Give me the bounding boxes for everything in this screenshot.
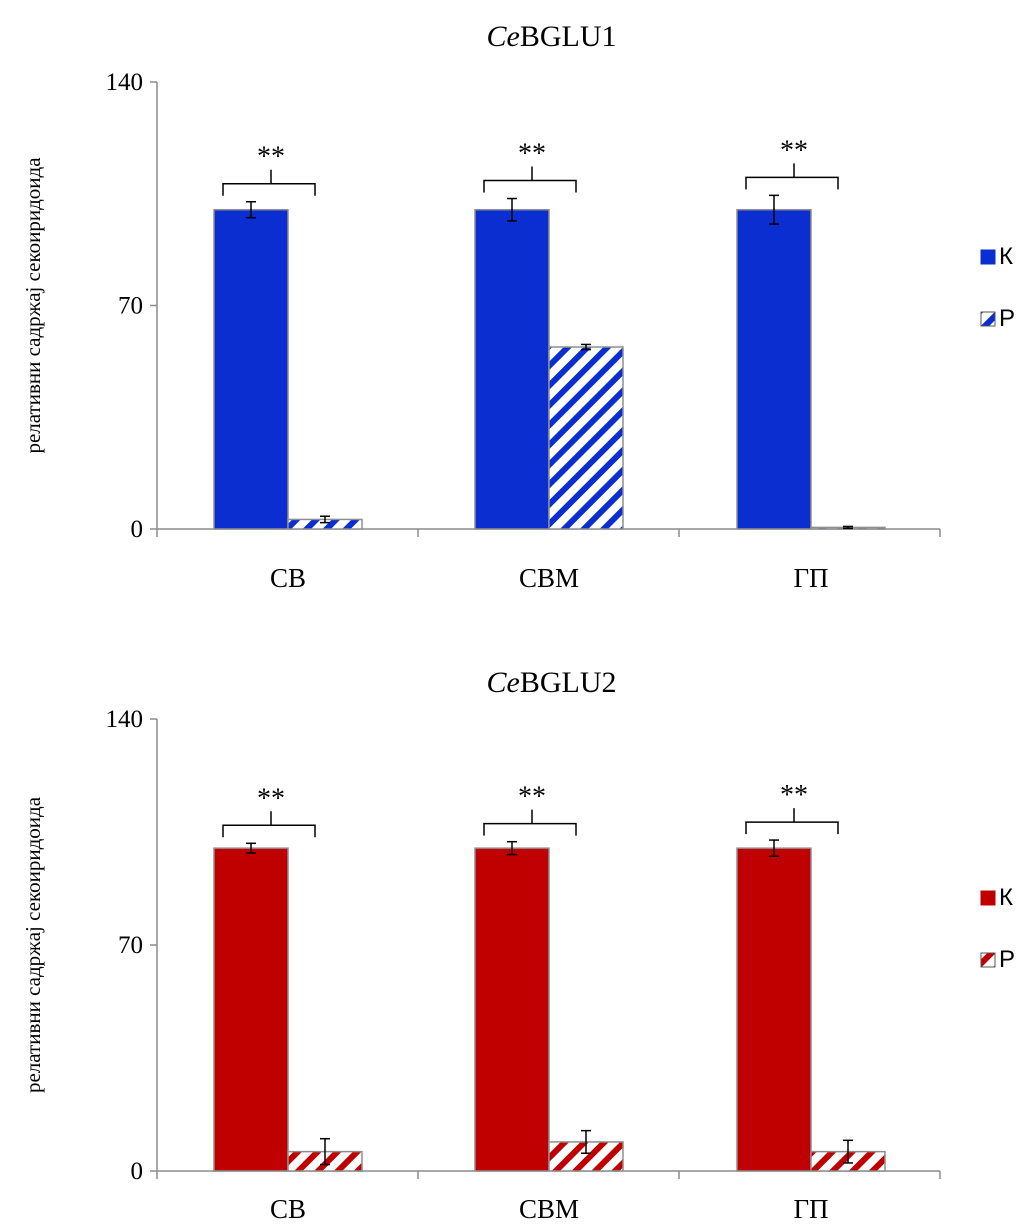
legend-label: К xyxy=(999,243,1013,270)
bar-k xyxy=(213,847,289,1172)
bar-p xyxy=(548,346,624,530)
chart-title: CeBGLU1 xyxy=(487,20,617,53)
y-tick-label: 0 xyxy=(131,1158,144,1185)
chart-title-text: BGLU2 xyxy=(520,666,617,699)
y-tick-label: 70 xyxy=(118,293,143,320)
y-tick-label: 140 xyxy=(106,706,144,733)
legend-swatch xyxy=(980,311,996,327)
legend-label: К xyxy=(999,884,1013,911)
x-category-label: ГП xyxy=(793,563,828,593)
bar-k xyxy=(213,208,289,530)
chart-title-italic: Ce xyxy=(487,20,520,53)
legend-label: Р xyxy=(999,946,1015,973)
significance-label: ** xyxy=(257,783,285,814)
significance-label: ** xyxy=(518,139,546,170)
y-axis-label: релативни садржај секоиридоида xyxy=(21,796,45,1093)
x-category-label: СВ xyxy=(270,563,306,593)
y-tick-label: 140 xyxy=(106,69,144,96)
significance-bracket xyxy=(483,166,577,193)
significance-bracket xyxy=(745,163,839,190)
bar-k xyxy=(736,208,812,530)
significance-label: ** xyxy=(257,142,285,173)
legend-swatch xyxy=(980,249,996,265)
x-category-label: СВМ xyxy=(519,563,579,593)
y-tick-label: 70 xyxy=(118,932,143,959)
x-category-label: СВ xyxy=(270,1194,306,1224)
chart-title: CeBGLU2 xyxy=(487,666,617,699)
significance-bracket xyxy=(222,811,316,838)
bar-k xyxy=(474,847,550,1172)
bar-k xyxy=(474,208,550,530)
x-category-label: ГП xyxy=(793,1194,828,1224)
legend-swatch xyxy=(980,890,996,906)
chart-title-text: BGLU1 xyxy=(520,20,617,53)
significance-label: ** xyxy=(518,782,546,813)
legend-swatch xyxy=(980,952,996,968)
y-tick-label: 0 xyxy=(131,516,144,543)
significance-label: ** xyxy=(780,780,808,811)
chart-title-italic: Ce xyxy=(487,666,520,699)
significance-bracket xyxy=(222,169,316,196)
x-category-label: СВМ xyxy=(519,1194,579,1224)
bar-k xyxy=(736,847,812,1172)
significance-bracket xyxy=(483,809,577,836)
chart-2: CeBGLU2 релативни садржај секоиридоида 0 70… xyxy=(21,666,1015,1224)
y-axis-label: релативни садржај секоиридоида xyxy=(21,157,45,454)
chart-1: CeBGLU1 релативни садржај секоиридоида 0 70… xyxy=(21,20,1015,593)
significance-label: ** xyxy=(780,135,808,166)
legend-label: Р xyxy=(999,305,1015,332)
significance-bracket xyxy=(745,808,839,835)
